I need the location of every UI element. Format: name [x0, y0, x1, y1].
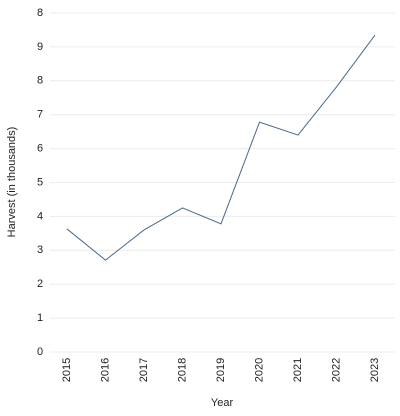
x-tick-label: 2019	[215, 358, 227, 382]
x-tick-label: 2015	[61, 358, 73, 382]
y-tick-label: 4	[37, 210, 43, 222]
x-tick-label: 2020	[253, 358, 265, 382]
x-tick-label: 2022	[330, 358, 342, 382]
y-tick-label: 7	[37, 109, 43, 121]
y-tick-label: 0	[37, 346, 43, 358]
x-axis-label: Year	[211, 397, 234, 409]
x-tick-label: 2018	[176, 358, 188, 382]
line	[66, 34, 376, 261]
y-tick-label: 3	[37, 244, 43, 256]
x-tick-label: 2016	[99, 358, 111, 382]
y-tick-label: 5	[37, 176, 43, 188]
y-tick-label: 1	[37, 312, 43, 324]
y-tick-label: 8	[37, 7, 43, 19]
x-tick-label: 2021	[292, 358, 304, 382]
x-tick-label: 2023	[369, 358, 381, 382]
y-tick-label: 2	[37, 278, 43, 290]
y-tick-label: 8	[37, 75, 43, 87]
y-tick-label: 9	[37, 41, 43, 53]
y-axis-label: Harvest (in thousands)	[6, 127, 18, 238]
y-tick-label: 6	[37, 143, 43, 155]
x-tick-label: 2017	[138, 358, 150, 382]
